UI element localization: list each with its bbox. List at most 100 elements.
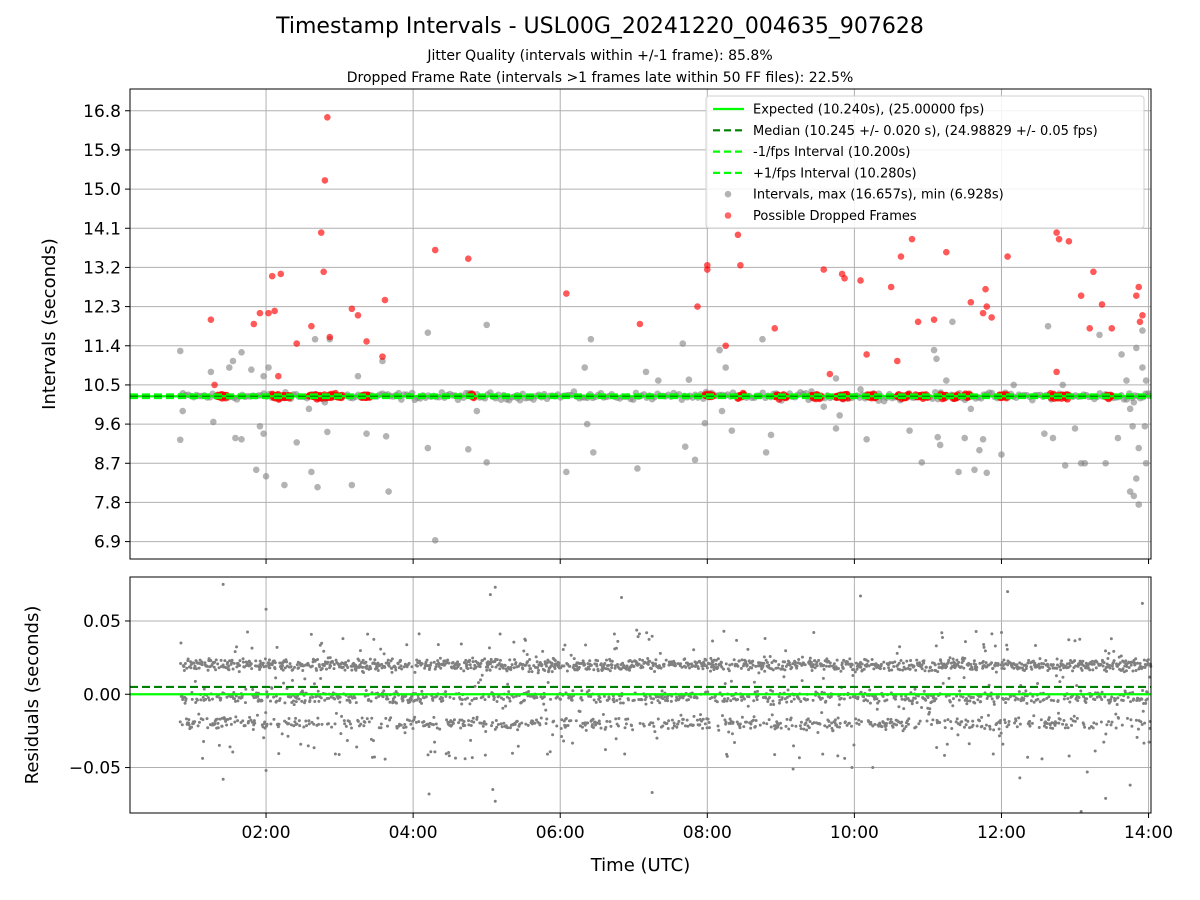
residual-point	[902, 727, 906, 731]
residual-point	[427, 725, 431, 729]
residual-point	[984, 661, 988, 665]
residual-point	[387, 661, 391, 665]
residual-point	[290, 678, 294, 682]
residual-point	[1091, 726, 1095, 730]
residual-point	[791, 662, 795, 666]
residual-point	[905, 659, 909, 663]
chart-title: Timestamp Intervals - USL00G_20241220_00…	[276, 14, 924, 39]
residual-point	[313, 700, 317, 704]
residual-point	[264, 607, 268, 611]
residual-point	[330, 725, 334, 729]
residual-point	[1005, 643, 1009, 647]
residual-point	[425, 658, 429, 662]
residual-point	[707, 720, 711, 724]
residual-point	[679, 713, 683, 717]
residual-point	[367, 720, 371, 724]
residual-point	[380, 662, 384, 666]
residual-point	[459, 726, 463, 730]
dropped-frame-point	[1098, 301, 1106, 308]
residual-point	[249, 662, 253, 666]
y-axis-label: Intervals (seconds)	[39, 238, 60, 410]
residual-point	[844, 662, 848, 666]
residual-point	[468, 702, 472, 706]
residual-point	[1000, 666, 1004, 670]
residual-point	[281, 668, 285, 672]
residual-point	[1028, 724, 1032, 728]
residual-point	[901, 661, 905, 665]
residual-point	[547, 668, 551, 672]
residual-point	[546, 680, 550, 684]
residual-point	[264, 711, 268, 715]
legend-label: -1/fps Interval (10.200s)	[753, 145, 910, 160]
residual-point	[1066, 697, 1070, 701]
residual-point	[609, 724, 613, 728]
residual-point	[936, 670, 940, 674]
residual-point	[646, 657, 650, 661]
residual-point	[823, 724, 827, 728]
residual-point	[532, 696, 536, 700]
residual-point	[813, 659, 817, 663]
residual-point	[774, 659, 778, 663]
interval-point	[483, 321, 490, 329]
residual-point	[584, 728, 588, 732]
residual-point	[269, 722, 273, 726]
residual-point	[990, 697, 994, 701]
y-tick-label: 16.8	[83, 102, 121, 122]
residual-point	[1108, 663, 1112, 667]
residual-point	[294, 700, 298, 704]
residual-point	[990, 661, 994, 665]
residual-point	[638, 721, 642, 725]
residual-point	[998, 719, 1002, 723]
residual-point	[794, 724, 798, 728]
residual-point	[768, 695, 772, 699]
interval-point	[1126, 488, 1134, 495]
interval-point	[424, 444, 432, 452]
residual-point	[812, 630, 816, 634]
x-tick-label: 10:00	[830, 823, 879, 843]
residual-point	[626, 698, 630, 702]
residual-point	[1062, 666, 1066, 670]
residual-point	[672, 659, 676, 663]
residual-point	[995, 721, 999, 725]
dropped-frame-point	[1065, 238, 1073, 245]
residual-point	[217, 666, 221, 670]
residual-point	[422, 720, 426, 724]
residual-point	[1124, 659, 1128, 663]
interval-point	[483, 459, 490, 466]
residual-point	[1058, 680, 1062, 684]
dropped-frame-point	[722, 342, 729, 350]
residual-point	[941, 681, 945, 685]
residual-point	[504, 704, 508, 708]
residual-point	[852, 743, 856, 747]
residual-point	[543, 668, 547, 672]
residual-point	[763, 669, 767, 673]
residual-point	[842, 697, 846, 701]
residual-point	[1018, 776, 1022, 780]
residual-point	[522, 649, 526, 653]
residual-point	[969, 662, 973, 666]
residual-point	[649, 696, 653, 700]
residual-point	[522, 698, 526, 702]
residual-point	[1062, 697, 1066, 701]
interval-point	[210, 418, 217, 426]
residual-point	[429, 750, 433, 754]
residual-point	[890, 668, 894, 672]
residual-point	[291, 668, 295, 672]
residual-point	[970, 665, 974, 669]
residual-point	[354, 668, 358, 672]
residual-point	[894, 723, 898, 727]
residual-point	[463, 757, 467, 761]
residual-point	[988, 724, 992, 728]
residual-point	[563, 643, 567, 647]
residual-point	[1142, 658, 1146, 662]
legend-label: +1/fps Interval (10.280s)	[753, 166, 917, 181]
residual-point	[483, 657, 487, 661]
residual-point	[387, 664, 391, 668]
residual-point	[205, 664, 209, 668]
residual-point	[389, 716, 393, 720]
residual-point	[513, 658, 517, 662]
interval-point	[767, 431, 775, 439]
residual-point	[829, 664, 833, 668]
residual-point	[1076, 699, 1080, 703]
residual-point	[346, 659, 350, 663]
